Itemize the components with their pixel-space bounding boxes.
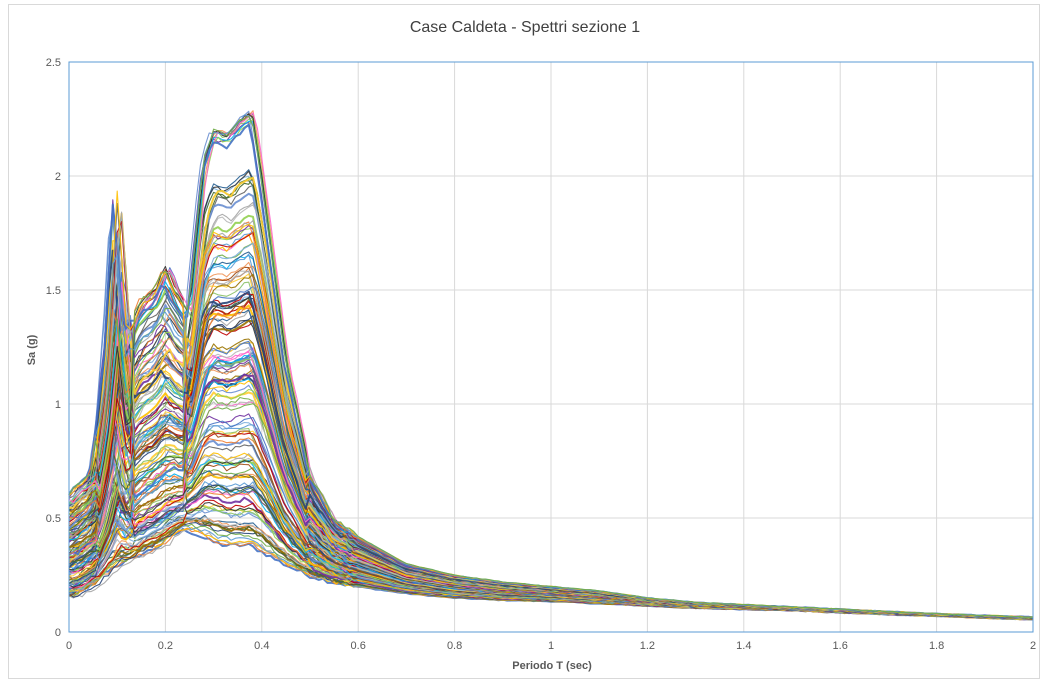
y-tick-label: 2 bbox=[55, 171, 61, 183]
series-layer bbox=[68, 110, 1034, 621]
spectrum-series-line bbox=[68, 115, 1034, 618]
y-tick-label: 0 bbox=[55, 627, 61, 639]
y-axis-title: Sa (g) bbox=[26, 334, 38, 365]
axes: 0 0.2 0.4 0.6 0.8 1 1.2 1.4 1.6 1.8 2 0 0.5 1 1.5 2 2.5 bbox=[46, 57, 1036, 652]
chart-title: Case Caldeta - Spettri sezione 1 bbox=[410, 19, 640, 36]
x-tick-label: 1.2 bbox=[640, 640, 655, 652]
x-tick-label: 1.4 bbox=[736, 640, 751, 652]
y-tick-label: 2.5 bbox=[46, 57, 61, 69]
x-tick-label: 0.4 bbox=[254, 640, 269, 652]
x-tick-label: 1 bbox=[548, 640, 554, 652]
x-tick-label: 2 bbox=[1030, 640, 1036, 652]
chart-frame: Case Caldeta - Spettri sezione 1 0 0.2 0.4… bbox=[8, 4, 1040, 679]
spectra-chart: Case Caldeta - Spettri sezione 1 0 0.2 0.4… bbox=[26, 19, 1036, 672]
x-tick-label: 0 bbox=[66, 640, 72, 652]
x-tick-label: 0.8 bbox=[447, 640, 462, 652]
plot-area-border bbox=[68, 61, 1034, 633]
x-tick-label: 1.6 bbox=[833, 640, 848, 652]
y-tick-label: 1.5 bbox=[46, 285, 61, 297]
y-tick-label: 0.5 bbox=[46, 513, 61, 525]
x-tick-label: 1.8 bbox=[929, 640, 944, 652]
x-tick-label: 0.2 bbox=[158, 640, 173, 652]
x-axis-title: Periodo T (sec) bbox=[512, 660, 592, 672]
y-tick-label: 1 bbox=[55, 399, 61, 411]
x-tick-label: 0.6 bbox=[351, 640, 366, 652]
grid bbox=[68, 61, 1034, 633]
